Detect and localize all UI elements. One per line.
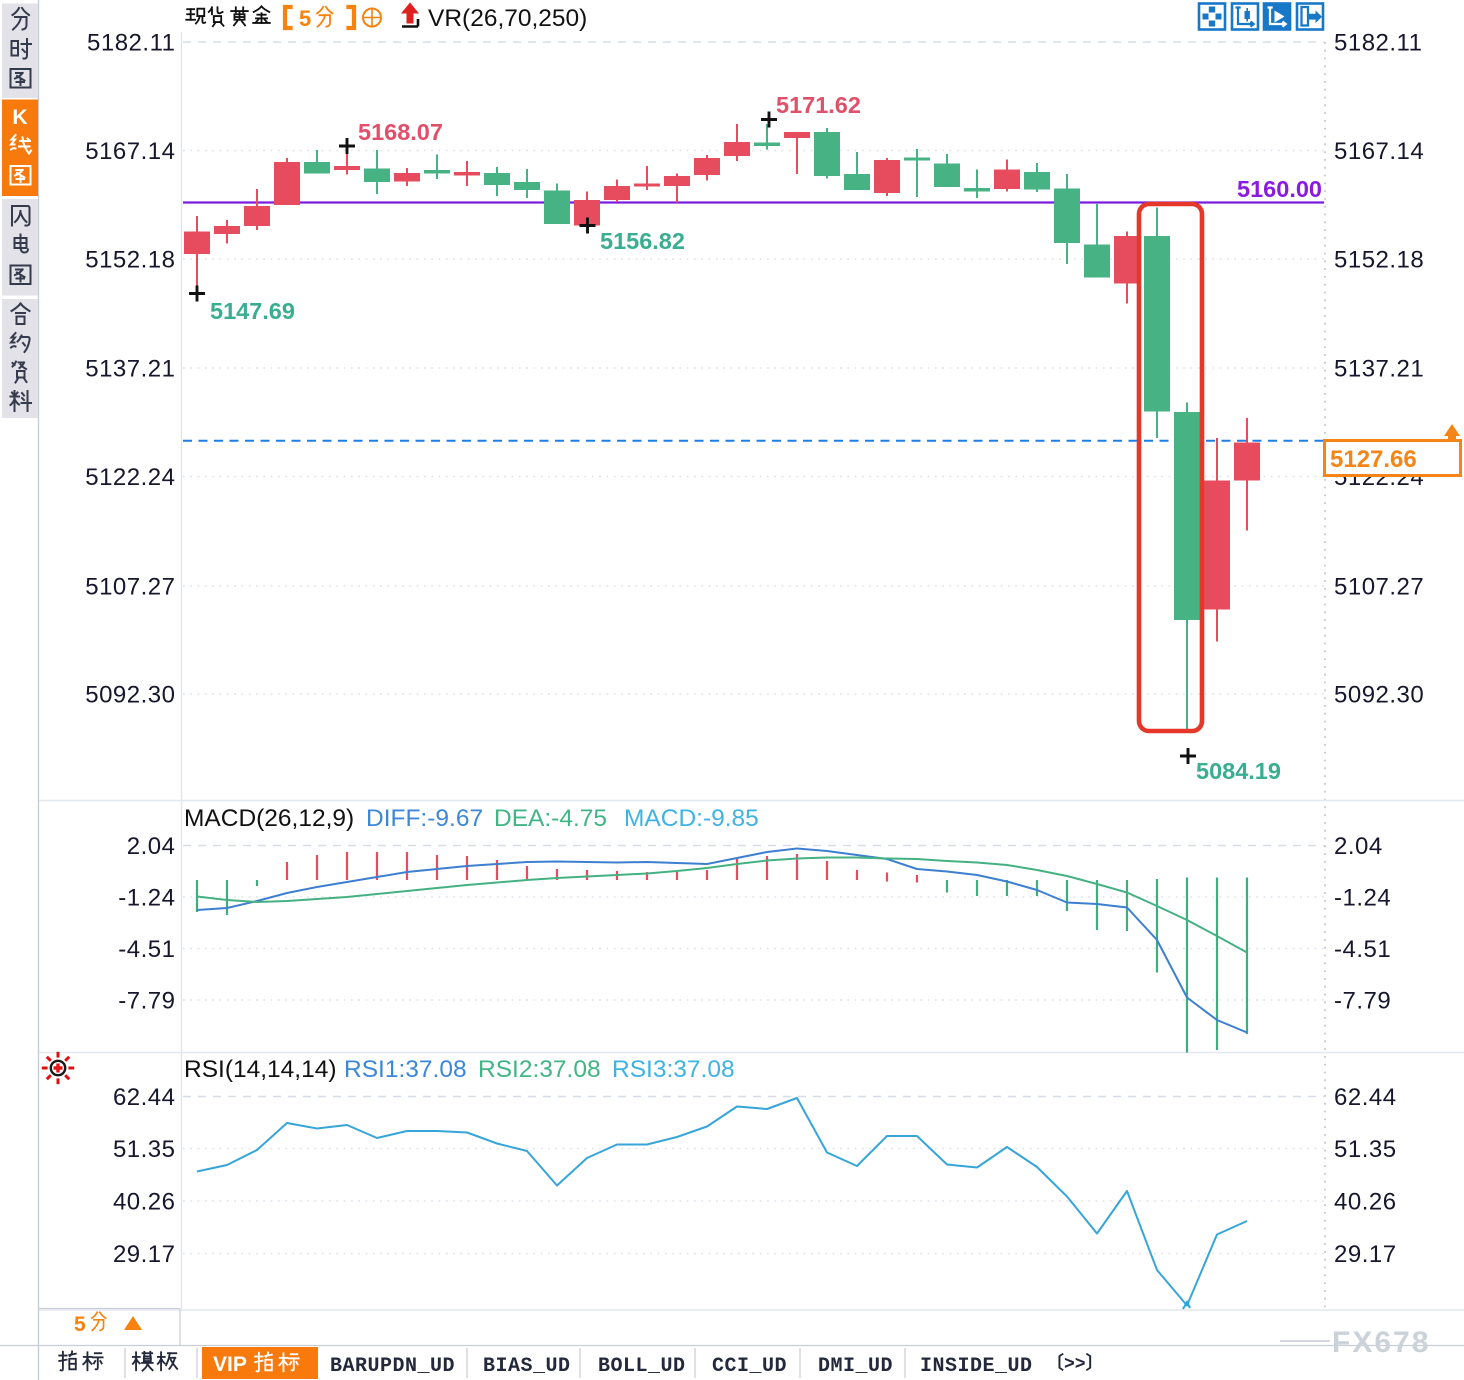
svg-text:5084.19: 5084.19 (1196, 758, 1281, 784)
svg-text:5167.14: 5167.14 (85, 138, 175, 165)
svg-text:5092.30: 5092.30 (85, 682, 175, 709)
svg-text:INSIDE_UD: INSIDE_UD (920, 1355, 1033, 1378)
svg-text:5: 5 (299, 6, 311, 31)
svg-text:5168.07: 5168.07 (358, 119, 443, 145)
svg-text:5182.11: 5182.11 (87, 30, 175, 57)
svg-text:5152.18: 5152.18 (85, 247, 175, 274)
svg-text:5107.27: 5107.27 (85, 574, 175, 601)
svg-text:BIAS_UD: BIAS_UD (483, 1355, 571, 1378)
svg-text:-1.24: -1.24 (1334, 885, 1391, 912)
svg-text:5137.21: 5137.21 (1334, 356, 1424, 383)
svg-text:MACD:-9.85: MACD:-9.85 (624, 805, 759, 832)
svg-text:5137.21: 5137.21 (85, 356, 175, 383)
svg-text:5147.69: 5147.69 (210, 298, 295, 324)
svg-text:5127.66: 5127.66 (1330, 446, 1417, 473)
svg-text:RSI(14,14,14): RSI(14,14,14) (184, 1056, 337, 1083)
svg-text:FX678: FX678 (1332, 1326, 1430, 1359)
svg-text:5171.62: 5171.62 (776, 92, 861, 118)
svg-text:5122.24: 5122.24 (85, 464, 175, 491)
svg-text:5152.18: 5152.18 (1334, 247, 1424, 274)
svg-text:RSI2:37.08: RSI2:37.08 (478, 1056, 601, 1083)
svg-text:MACD(26,12,9): MACD(26,12,9) (184, 805, 354, 832)
svg-text:-1.24: -1.24 (118, 885, 175, 912)
svg-text:5182.11: 5182.11 (1334, 30, 1422, 57)
svg-text:-7.79: -7.79 (118, 988, 175, 1015)
svg-text:5167.14: 5167.14 (1334, 138, 1424, 165)
svg-text:VIP: VIP (213, 1353, 247, 1376)
svg-text:51.35: 51.35 (113, 1136, 176, 1163)
svg-text:BARUPDN_UD: BARUPDN_UD (330, 1355, 455, 1378)
svg-text:5107.27: 5107.27 (1334, 574, 1424, 601)
svg-text:40.26: 40.26 (1334, 1189, 1397, 1216)
svg-text:BOLL_UD: BOLL_UD (598, 1355, 686, 1378)
svg-text:5092.30: 5092.30 (1334, 682, 1424, 709)
svg-text:62.44: 62.44 (113, 1084, 176, 1111)
svg-text:CCI_UD: CCI_UD (712, 1355, 787, 1378)
svg-text:2.04: 2.04 (1334, 833, 1383, 860)
svg-text:5: 5 (74, 1313, 86, 1336)
svg-text:5160.00: 5160.00 (1237, 176, 1322, 202)
svg-text:-4.51: -4.51 (1334, 936, 1391, 963)
svg-text:DEA:-4.75: DEA:-4.75 (494, 805, 607, 832)
svg-text:40.26: 40.26 (113, 1189, 176, 1216)
svg-text:2.04: 2.04 (127, 833, 176, 860)
svg-text:VR(26,70,250): VR(26,70,250) (428, 5, 587, 32)
svg-text:DMI_UD: DMI_UD (818, 1355, 893, 1378)
svg-text:62.44: 62.44 (1334, 1084, 1397, 1111)
svg-text:5156.82: 5156.82 (600, 228, 685, 254)
svg-text:K: K (12, 106, 27, 129)
svg-text:RSI3:37.08: RSI3:37.08 (612, 1056, 735, 1083)
svg-text:-7.79: -7.79 (1334, 988, 1391, 1015)
svg-text:-4.51: -4.51 (118, 936, 175, 963)
svg-text:29.17: 29.17 (113, 1241, 176, 1268)
svg-text:RSI1:37.08: RSI1:37.08 (344, 1056, 467, 1083)
svg-text:51.35: 51.35 (1334, 1136, 1397, 1163)
svg-text:〔>>〕: 〔>>〕 (1046, 1353, 1104, 1375)
svg-text:DIFF:-9.67: DIFF:-9.67 (366, 805, 483, 832)
svg-text:29.17: 29.17 (1334, 1241, 1397, 1268)
